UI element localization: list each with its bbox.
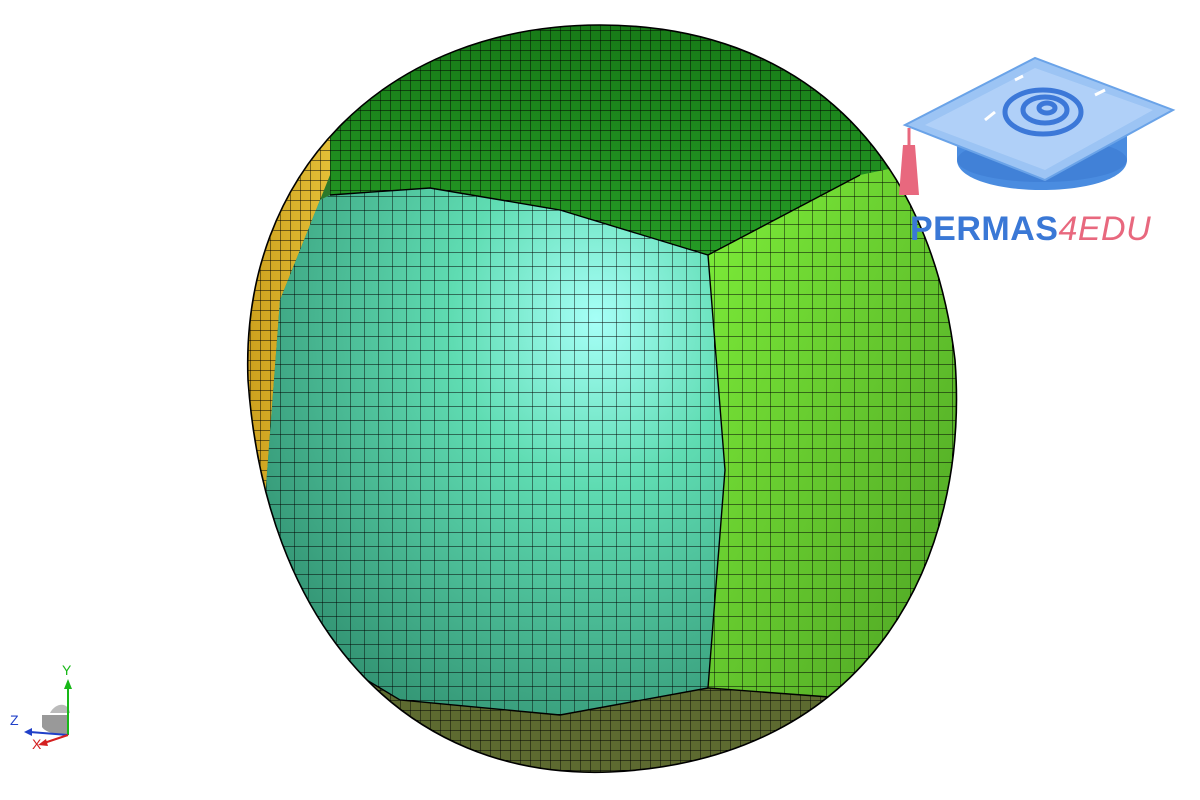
z-axis-arrow xyxy=(29,731,69,736)
logo-wordmark: PERMAS4EDU xyxy=(910,210,1151,249)
logo-brand-text: PERMAS xyxy=(910,210,1059,248)
logo-accent-text: 4EDU xyxy=(1058,210,1152,248)
axis-triad[interactable]: Y Z X xyxy=(0,655,90,755)
spiral-emblem-icon xyxy=(1002,87,1084,137)
tassel-icon xyxy=(899,145,919,195)
x-axis-label: X xyxy=(32,736,42,752)
z-axis-label: Z xyxy=(10,712,19,728)
top-boundary xyxy=(329,174,861,256)
right-boundary xyxy=(707,254,871,701)
y-axis-label: Y xyxy=(62,662,72,678)
triad-cube-icon xyxy=(42,715,68,735)
sphere-mesh-model[interactable] xyxy=(230,20,980,790)
sphere-outline xyxy=(246,24,958,773)
permas4edu-logo xyxy=(899,56,1176,195)
x-axis-arrow xyxy=(43,734,69,744)
